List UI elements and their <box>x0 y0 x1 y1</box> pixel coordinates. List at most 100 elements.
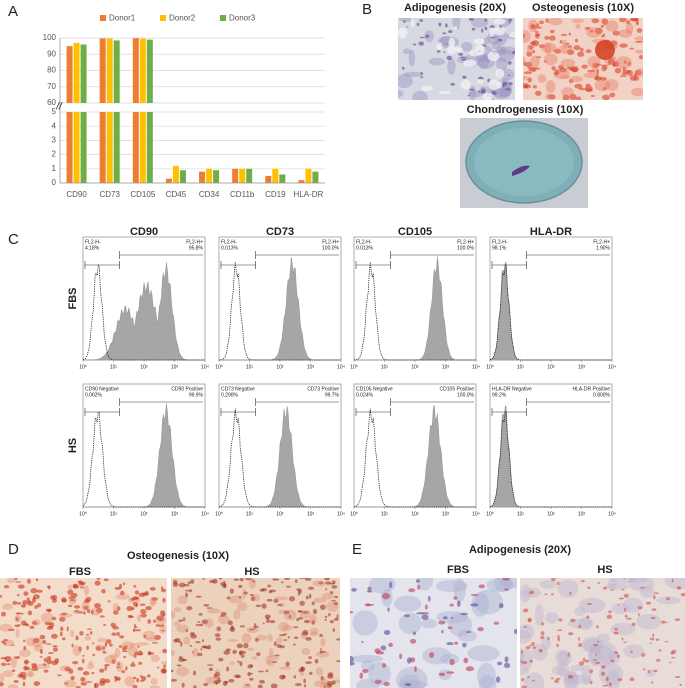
photo-speck <box>629 47 635 50</box>
photo-speck <box>43 657 48 662</box>
photo-speck <box>160 588 167 593</box>
photo-speck <box>539 580 558 589</box>
photo-speck <box>610 659 615 663</box>
photo-speck <box>554 679 559 684</box>
photo-speck <box>627 61 631 66</box>
photo-speck <box>134 590 140 595</box>
photo-speck <box>256 652 261 656</box>
photo-speck <box>493 18 506 25</box>
photo-speck <box>523 84 532 89</box>
photo-speck <box>109 643 113 647</box>
photo-speck <box>412 43 417 46</box>
photo-speck <box>137 645 140 648</box>
x-tick-label: 10² <box>140 511 148 517</box>
photo-speck <box>129 642 137 648</box>
photo-speck <box>171 669 174 673</box>
gate-label: FL2-H+ <box>457 239 474 245</box>
photo-speck <box>448 30 453 34</box>
photo-speck <box>325 588 328 591</box>
photo-speck <box>529 590 535 595</box>
photo-speck <box>58 612 73 618</box>
photo-speck <box>197 623 204 627</box>
photo-speck <box>229 589 235 593</box>
photo-speck <box>495 676 501 683</box>
photo-speck <box>303 684 307 688</box>
photo-speck <box>171 678 178 682</box>
image-title: Osteogenesis (10X) <box>127 550 229 562</box>
photo-speck <box>318 581 324 585</box>
photo-speck <box>593 643 598 647</box>
photo-speck <box>121 670 126 674</box>
photo-speck <box>239 578 244 582</box>
photo-speck <box>602 87 607 91</box>
photo-speck <box>622 597 644 613</box>
x-tick-label: 10¹ <box>246 364 254 370</box>
photo-speck <box>150 596 158 605</box>
photo-speck <box>39 656 43 658</box>
photo-speck <box>631 87 643 97</box>
gate-percent: 0.290% <box>221 392 239 398</box>
photo-speck <box>288 614 292 619</box>
photo-speck <box>118 645 123 648</box>
photo-speck <box>637 612 640 617</box>
photo-speck <box>85 634 90 636</box>
photo-speck <box>214 671 220 677</box>
photo-speck <box>639 587 645 589</box>
photo-speck <box>398 680 428 688</box>
photo-speck <box>581 665 592 686</box>
photo-speck <box>584 85 593 92</box>
photo-speck <box>463 59 477 68</box>
photo-speck <box>418 41 425 46</box>
photo-speck <box>597 581 600 584</box>
photo-speck <box>489 27 495 37</box>
gate-positive <box>255 398 339 406</box>
photo-speck <box>134 651 139 655</box>
gate-label: CD105 Positive <box>440 386 475 392</box>
photo-speck <box>7 663 11 666</box>
bar <box>146 39 153 103</box>
image-label: HS <box>597 564 612 576</box>
photo-speck <box>527 66 536 70</box>
photo-speck <box>40 649 43 654</box>
photo-speck <box>265 655 272 665</box>
bar <box>139 112 146 183</box>
photo-speck <box>369 578 396 594</box>
photo-speck <box>202 639 205 643</box>
photo-speck <box>623 641 627 643</box>
image-title: Adipogenesis (20X) <box>404 2 506 14</box>
photo-speck <box>581 636 604 653</box>
photo-speck <box>398 27 408 37</box>
photo-speck <box>111 659 116 664</box>
photo-speck <box>206 607 213 609</box>
photo-speck <box>526 44 533 57</box>
photo-speck <box>467 645 500 662</box>
photo-speck <box>294 683 302 687</box>
photo-speck <box>636 28 643 33</box>
y-tick-label: 2 <box>52 150 57 159</box>
photo-speck <box>70 675 75 681</box>
photo-speck <box>14 581 22 583</box>
photo-speck <box>594 27 603 35</box>
photo-speck <box>0 662 7 666</box>
photo-speck <box>556 643 560 648</box>
photo-speck <box>72 645 82 657</box>
photo-speck <box>591 18 600 24</box>
photo-speck <box>547 94 556 100</box>
photo-speck <box>27 601 34 606</box>
x-tick-label: 10² <box>411 364 419 370</box>
photo-speck <box>570 664 585 672</box>
photo-speck <box>16 593 20 597</box>
photo-speck <box>238 584 243 589</box>
photo-speck <box>618 597 624 600</box>
photo-speck <box>584 26 591 30</box>
photo-speck <box>327 672 334 677</box>
photo-speck <box>549 29 555 34</box>
photo-speck <box>333 601 339 606</box>
photo-speck <box>398 89 404 98</box>
photo-speck <box>37 603 42 608</box>
photo-speck <box>586 27 602 38</box>
photo-speck <box>520 667 530 676</box>
x-tick-label: 10⁰ <box>215 511 223 517</box>
photo-speck <box>31 664 38 668</box>
photo-speck <box>192 648 199 657</box>
